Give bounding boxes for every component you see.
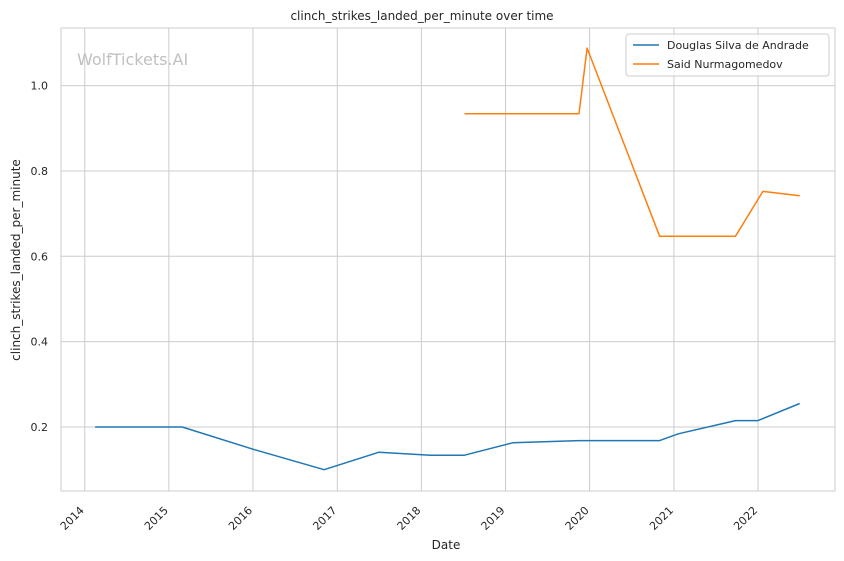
y-tick-label: 0.2 <box>31 421 49 434</box>
y-tick-label: 0.4 <box>31 336 49 349</box>
y-tick-label: 0.8 <box>31 165 49 178</box>
legend-label-said: Said Nurmagomedov <box>667 58 783 71</box>
series-line-douglas <box>95 402 800 471</box>
chart-title: clinch_strikes_landed_per_minute over ti… <box>290 9 553 23</box>
y-tick-label: 1.0 <box>31 80 49 93</box>
series-lines <box>95 47 800 471</box>
legend-box <box>625 33 830 77</box>
watermark: WolfTickets.AI <box>77 50 188 69</box>
legend-label-douglas: Douglas Silva de Andrade <box>667 39 809 52</box>
series-line-said <box>464 47 800 237</box>
y-tick-label: 0.6 <box>31 250 49 263</box>
plot-frame <box>60 27 836 492</box>
y-axis-label: clinch_strikes_landed_per_minute <box>9 159 23 361</box>
legend: Douglas Silva de Andrade Said Nurmagomed… <box>625 33 830 77</box>
y-tick-labels: 0.2 0.4 0.6 0.8 1.0 <box>31 80 49 434</box>
x-axis-label: Date <box>432 538 461 552</box>
